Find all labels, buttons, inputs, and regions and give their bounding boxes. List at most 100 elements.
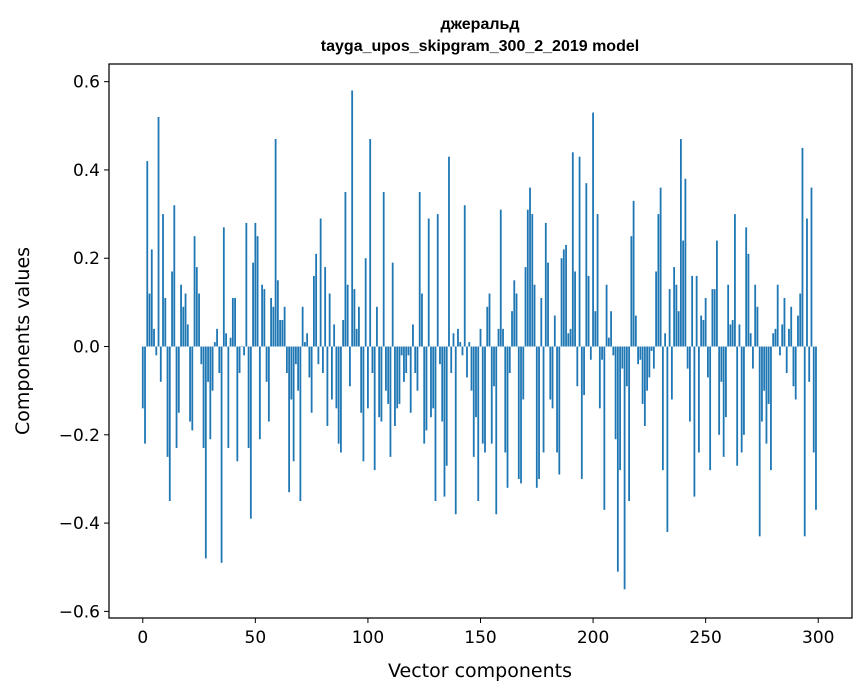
bar [301, 306, 304, 347]
x-tick-label: 50 [245, 628, 267, 648]
bar [337, 346, 340, 444]
bar [382, 192, 385, 347]
bar [562, 249, 565, 347]
bar [736, 346, 739, 466]
bar [150, 249, 153, 347]
bar [785, 346, 788, 374]
bar [589, 346, 592, 360]
bar [684, 178, 687, 347]
bar [747, 253, 750, 347]
bar [675, 284, 678, 347]
bar [612, 346, 615, 356]
bar [391, 262, 394, 347]
bar [396, 346, 399, 409]
bar [380, 346, 383, 422]
bar [544, 222, 547, 347]
bar [641, 346, 644, 404]
bar [812, 346, 815, 453]
bar [806, 218, 808, 347]
bar [459, 342, 462, 347]
bar [781, 324, 784, 347]
bar [693, 346, 696, 497]
bar [403, 346, 405, 382]
bar [495, 346, 498, 515]
bar [297, 346, 300, 391]
bar [448, 156, 450, 347]
bar [218, 346, 221, 374]
bar [576, 346, 579, 387]
bar [463, 205, 466, 347]
bar [439, 346, 441, 365]
bar [207, 346, 209, 382]
bar [330, 346, 333, 400]
bar [655, 271, 658, 347]
bar [321, 346, 324, 374]
bar [276, 280, 279, 347]
bar [184, 293, 187, 347]
bar [355, 328, 358, 347]
bar [200, 346, 203, 365]
bar [551, 346, 554, 409]
bar [670, 346, 673, 400]
bar [211, 346, 214, 391]
bar [164, 297, 167, 347]
bar [267, 346, 270, 422]
bar [398, 346, 401, 404]
bar [513, 280, 516, 347]
bar [776, 284, 779, 347]
y-tick-label: −0.2 [59, 426, 100, 446]
bar [529, 187, 531, 347]
bar [328, 293, 331, 347]
bar [351, 90, 354, 347]
bar [661, 346, 664, 471]
bar [490, 346, 493, 444]
bar [673, 267, 676, 347]
bar [745, 227, 748, 347]
bar [488, 293, 491, 347]
bar [646, 346, 649, 391]
bar [238, 346, 241, 374]
bar [801, 147, 804, 347]
bar [614, 346, 617, 440]
bar [319, 218, 322, 347]
bar [772, 333, 775, 347]
bar [720, 346, 723, 382]
bar [166, 346, 169, 457]
bar [256, 236, 259, 347]
bar [421, 293, 423, 347]
bar [477, 346, 480, 502]
bar [567, 333, 570, 347]
bar [387, 346, 390, 404]
bar [616, 346, 619, 572]
bar [752, 346, 754, 369]
bar [601, 346, 603, 360]
bar [243, 346, 245, 356]
bar [522, 346, 525, 400]
bar [461, 346, 464, 356]
bar [761, 346, 763, 422]
bar [610, 311, 612, 347]
bar [427, 218, 430, 347]
bar [585, 183, 588, 347]
bar [430, 346, 432, 418]
bar [508, 346, 511, 374]
bar [270, 297, 273, 347]
bar [434, 346, 437, 502]
x-tick-label: 100 [352, 628, 384, 648]
bar [666, 346, 669, 532]
bar [452, 333, 455, 347]
bar [416, 346, 419, 391]
bar [470, 346, 473, 391]
chart-subtitle: tayga_upos_skipgram_300_2_2019 model [321, 38, 639, 55]
bar [481, 346, 484, 444]
bar [547, 262, 549, 347]
bar [303, 342, 306, 347]
bar [677, 311, 680, 347]
y-axis: −0.6 −0.4 −0.2 0.0 0.2 0.4 0.6 [59, 73, 109, 622]
bar [261, 284, 264, 347]
bar [607, 337, 610, 347]
bar [189, 346, 191, 422]
bar [285, 346, 288, 374]
bar [306, 333, 309, 347]
bar [679, 139, 682, 347]
